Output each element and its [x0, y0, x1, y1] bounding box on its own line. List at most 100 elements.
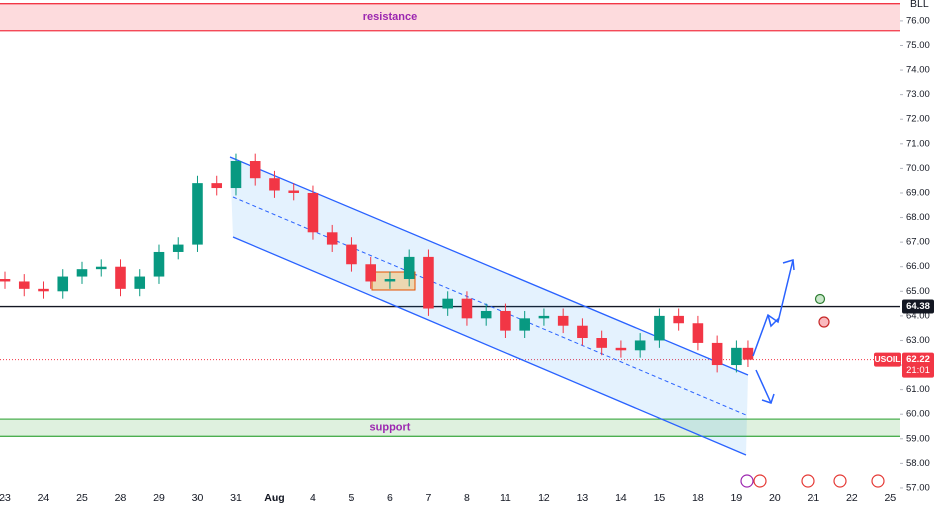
zone-label: resistance [363, 11, 417, 23]
scale-label: BLL [910, 0, 929, 10]
candle-body [326, 232, 338, 245]
projection-arrows [752, 259, 795, 404]
y-tick-label: 57.00 [906, 482, 930, 493]
candle-body [634, 340, 646, 351]
candle-body [249, 161, 261, 179]
y-tick-label: 59.00 [906, 433, 930, 444]
candle-body [403, 256, 415, 280]
candle-body [307, 192, 319, 233]
candle-body [423, 256, 434, 309]
symbol-box [874, 352, 901, 367]
candle-body [500, 310, 511, 331]
channel-lower [232, 236, 747, 456]
candle-body [153, 251, 165, 277]
y-tick-label: 74.00 [906, 65, 930, 76]
x-tick-label: 4 [310, 492, 316, 504]
candle-body [577, 325, 588, 339]
x-tick-label: 11 [500, 492, 511, 504]
candle-body [442, 298, 453, 309]
x-tick-label: 19 [731, 492, 743, 504]
candle-body [38, 288, 49, 292]
zones: resistance support [0, 3, 900, 437]
x-tick-label: 29 [153, 492, 165, 504]
target-marker [814, 293, 826, 305]
y-tick-label: 69.00 [906, 187, 930, 198]
candle-body [192, 183, 203, 245]
price-box [902, 352, 934, 378]
y-tick-label: 58.00 [906, 458, 930, 469]
y-tick-label: 60.00 [906, 409, 930, 420]
candle-body [654, 315, 665, 341]
x-tick-label: 13 [577, 492, 589, 504]
candles [0, 153, 754, 373]
zone [0, 3, 900, 31]
level-label-box [902, 299, 934, 314]
zone-label: support [370, 422, 411, 434]
candle-body [365, 264, 376, 282]
x-tick-label: 6 [387, 492, 393, 504]
y-tick-label: 75.00 [906, 40, 930, 51]
candle-body [538, 315, 550, 319]
candle-body [288, 190, 300, 193]
candle-body [384, 279, 396, 282]
x-tick-label: 14 [615, 492, 627, 504]
x-tick-label: Aug [264, 492, 284, 504]
y-tick-label: 65.00 [906, 286, 930, 297]
candle-body [134, 276, 146, 289]
candle-body [172, 244, 184, 252]
y-tick-label: 67.00 [906, 237, 930, 248]
x-tick-label: 25 [76, 492, 88, 504]
x-tick-label: 23 [0, 492, 11, 504]
candle-body [461, 298, 473, 319]
candle-body [95, 266, 107, 270]
candle-body [742, 347, 754, 360]
x-tick-label: 25 [885, 492, 897, 504]
candle-body [711, 342, 723, 366]
event-icons [740, 474, 885, 488]
candle-body [596, 338, 607, 348]
candle-body [615, 347, 627, 351]
x-tick-label: 8 [464, 492, 470, 504]
y-tick-label: 68.00 [906, 212, 930, 223]
candle-body [76, 269, 88, 277]
x-tick-label: 30 [192, 492, 204, 504]
candle-body [346, 244, 357, 265]
x-tick-label: 22 [846, 492, 858, 504]
candle-body [269, 178, 280, 191]
price-label: 62.22 [906, 354, 930, 365]
x-tick-label: 7 [426, 492, 432, 504]
x-tick-label: 28 [115, 492, 127, 504]
stop-marker [818, 316, 830, 328]
y-tick-label: 73.00 [906, 89, 930, 100]
x-tick-label: 18 [692, 492, 704, 504]
y-tick-label: 70.00 [906, 163, 930, 174]
y-tick-label: 63.00 [906, 335, 930, 346]
level-label: 64.38 [906, 301, 930, 312]
axes: 57.0058.0059.0060.0061.0062.0063.0064.00… [0, 15, 934, 504]
channel-fill [230, 157, 748, 455]
x-tick-label: 24 [38, 492, 50, 504]
candle-body [18, 281, 30, 289]
candle-body [692, 323, 704, 343]
y-tick-label: 66.00 [906, 261, 930, 272]
candle-body [519, 318, 530, 331]
candle-body [211, 183, 223, 189]
zone [0, 419, 900, 437]
candle-body [480, 310, 492, 319]
candle-body [673, 315, 684, 324]
y-tick-label: 64.00 [906, 310, 930, 321]
y-tick-label: 61.00 [906, 384, 930, 395]
time-label: 21:01 [906, 365, 930, 376]
candle-body [731, 347, 742, 366]
x-tick-label: 12 [538, 492, 550, 504]
candle-body [57, 276, 69, 292]
x-tick-label: 5 [349, 492, 355, 504]
y-tick-label: 71.00 [906, 138, 930, 149]
symbol-label: USOIL [875, 354, 901, 364]
y-tick-label: 76.00 [906, 15, 930, 26]
candle-body [230, 161, 242, 189]
x-tick-label: 21 [808, 492, 820, 504]
x-tick-label: 31 [230, 492, 242, 504]
candle-body [557, 315, 569, 326]
